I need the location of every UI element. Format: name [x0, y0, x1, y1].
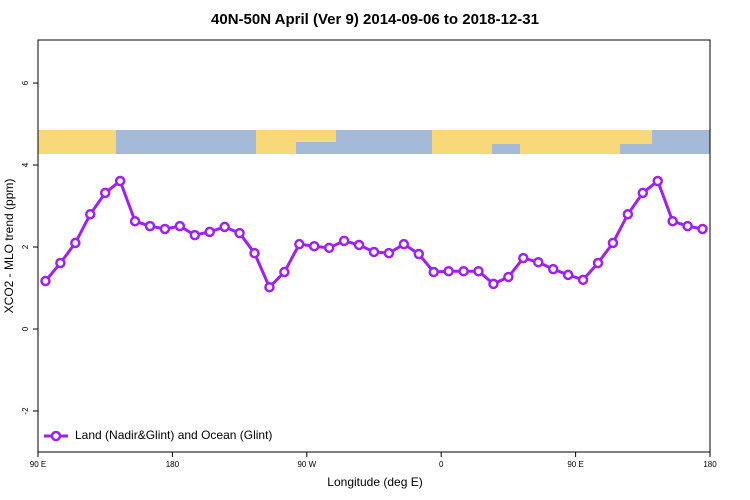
- point: [413, 248, 425, 260]
- x-tick-label: 90 E: [30, 460, 46, 469]
- point: [353, 239, 365, 251]
- point: [294, 238, 305, 250]
- point: [398, 238, 410, 250]
- legend-marker: [50, 430, 62, 442]
- point: [159, 223, 171, 235]
- point: [622, 208, 634, 220]
- point: [443, 265, 454, 277]
- point: [533, 256, 544, 268]
- point: [70, 237, 81, 249]
- point: [637, 187, 649, 199]
- point: [234, 227, 245, 239]
- point: [99, 187, 111, 199]
- point: [607, 237, 619, 249]
- point: [697, 223, 708, 235]
- point: [40, 275, 51, 287]
- map-strip: [38, 130, 710, 154]
- point: [562, 269, 574, 281]
- point: [249, 247, 260, 259]
- point: [204, 226, 215, 238]
- y-tick-label: 6: [21, 80, 30, 85]
- x-tick-label: 0: [439, 460, 444, 469]
- point: [189, 229, 201, 241]
- point: [577, 274, 589, 286]
- plot-frame: [37, 39, 711, 453]
- point: [144, 220, 156, 232]
- point: [264, 281, 275, 293]
- point: [682, 220, 693, 232]
- point: [174, 220, 186, 232]
- x-tick-label: 90 E: [567, 460, 583, 469]
- point: [503, 271, 514, 283]
- point: [652, 175, 663, 187]
- point: [219, 221, 230, 233]
- x-tick-label: 180: [166, 460, 180, 469]
- point: [667, 215, 678, 227]
- point: [428, 266, 439, 278]
- point: [383, 247, 395, 259]
- y-tick-label: 4: [21, 162, 30, 167]
- point: [338, 235, 350, 247]
- point: [85, 208, 96, 220]
- point: [518, 252, 529, 264]
- point: [368, 246, 380, 258]
- x-axis-label: Longitude (deg E): [327, 475, 422, 489]
- point: [547, 263, 559, 275]
- chart-title: 40N-50N April (Ver 9) 2014-09-06 to 2018…: [211, 11, 539, 28]
- series-line: [44, 178, 703, 290]
- y-tick-label: 0: [21, 326, 30, 331]
- point: [309, 240, 320, 252]
- point: [473, 265, 484, 277]
- y-tick-label: -2: [21, 407, 30, 415]
- point: [114, 175, 126, 187]
- x-tick-label: 90 W: [297, 460, 316, 469]
- y-axis-label: XCO2 - MLO trend (ppm): [2, 179, 16, 314]
- point: [592, 257, 604, 269]
- point: [323, 242, 335, 254]
- y-tick-label: 2: [21, 244, 30, 249]
- point: [55, 257, 66, 269]
- point: [129, 215, 141, 227]
- point: [458, 265, 469, 277]
- legend-label: Land (Nadir&Glint) and Ocean (Glint): [75, 428, 272, 442]
- x-tick-label: 180: [703, 460, 717, 469]
- point: [279, 266, 290, 278]
- point: [488, 278, 499, 290]
